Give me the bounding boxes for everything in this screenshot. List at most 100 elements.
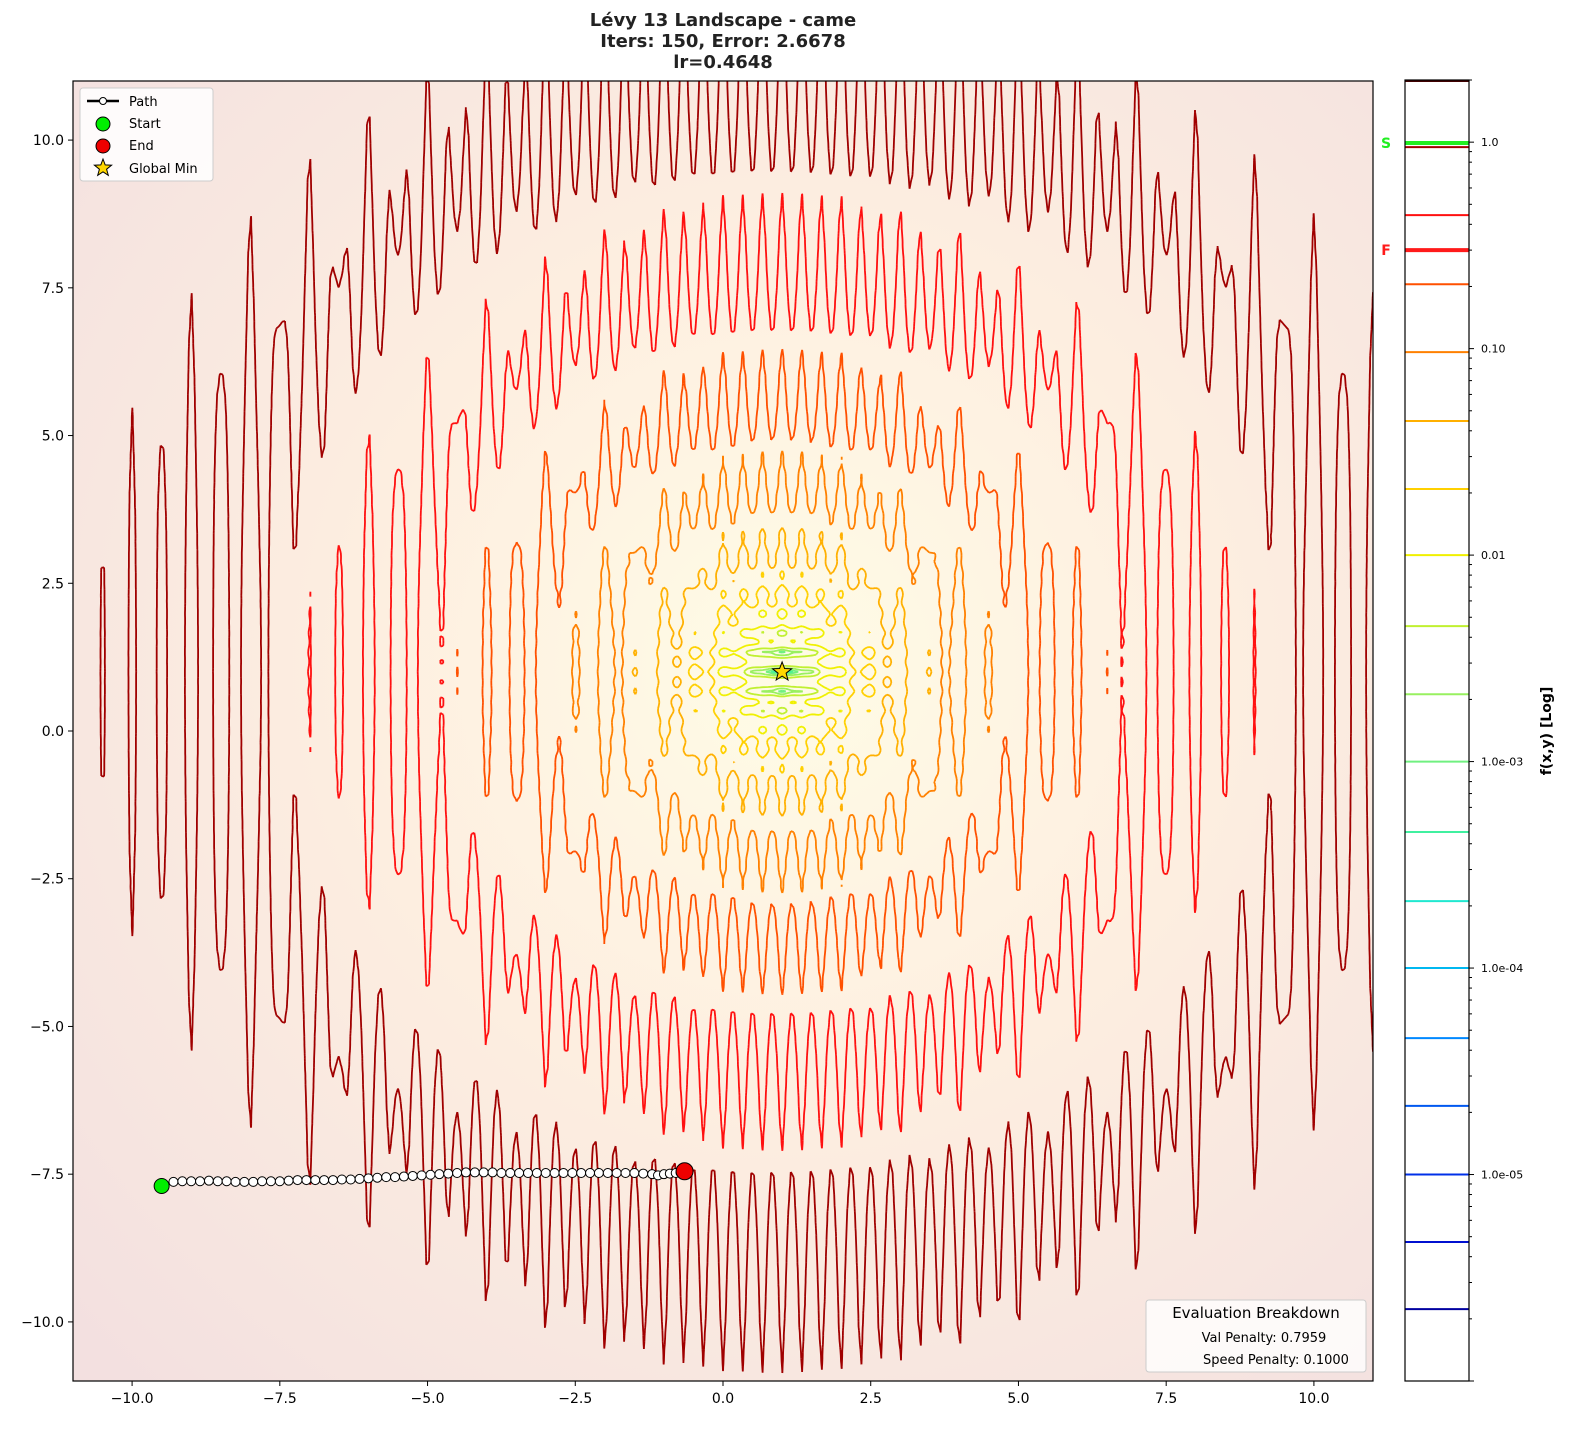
chart-title: Lévy 13 Landscape - came Iters: 150, Err…	[73, 10, 1373, 73]
path-point	[602, 1168, 613, 1178]
y-tick-label: −7.5	[30, 1167, 64, 1183]
axes: −10.0 −7.5 −5.0 −2.5 0.0 2.5 5.0 7.5 10.0 10.0 7.5…	[21, 133, 1329, 1407]
path-point	[487, 1167, 498, 1178]
path-point	[195, 1176, 206, 1187]
path-point	[576, 1168, 587, 1178]
contour-level-15	[455, 348, 1109, 995]
path-point	[203, 1175, 214, 1186]
legend-star-icon	[93, 157, 113, 177]
x-tick-label: −5.0	[411, 1391, 445, 1407]
path-point	[257, 1176, 268, 1187]
path-point	[505, 1168, 516, 1178]
colorbar-tick-label: 1.0e-04	[1481, 962, 1523, 975]
x-tick-label: 2.5	[860, 1391, 882, 1407]
path-point	[328, 1175, 338, 1186]
path-point	[638, 1168, 649, 1179]
colorbar-start-marker: S	[1381, 136, 1391, 152]
path-point	[274, 1176, 285, 1187]
contour-level-12	[687, 570, 877, 774]
path-point	[452, 1168, 463, 1178]
path-point	[319, 1175, 330, 1186]
path-point	[469, 1167, 480, 1178]
x-tick-label: 5.0	[1007, 1391, 1029, 1407]
path-point	[212, 1176, 223, 1187]
path-point	[460, 1167, 471, 1178]
path-point	[168, 1176, 179, 1187]
colorbar-tick-label: 0.01	[1481, 549, 1506, 562]
path-point	[434, 1169, 445, 1180]
path-point	[514, 1168, 525, 1178]
path-point	[354, 1173, 365, 1184]
y-tick-label: 2.5	[42, 576, 64, 592]
path-point	[478, 1167, 489, 1178]
path-point	[301, 1175, 312, 1186]
y-tick-label: 10.0	[33, 133, 64, 149]
path-point	[230, 1176, 241, 1187]
path-point	[496, 1168, 507, 1178]
legend-end-marker	[95, 138, 111, 154]
x-tick-label: −7.5	[263, 1391, 297, 1407]
y-tick-label: 7.5	[42, 281, 64, 297]
x-tick-label: 7.5	[1155, 1391, 1177, 1407]
path-point	[620, 1168, 631, 1178]
speed-penalty: Speed Penalty: 0.1000	[1203, 1353, 1349, 1368]
path-point	[407, 1170, 418, 1181]
path-point	[567, 1168, 578, 1178]
path-point	[540, 1168, 551, 1178]
evaluation-title: Evaluation Breakdown	[1172, 1304, 1340, 1322]
path-point	[416, 1170, 427, 1181]
x-tick-label: 0.0	[712, 1391, 734, 1407]
optimizer-path	[153, 660, 793, 1194]
path-point	[221, 1176, 232, 1187]
legend: Path Start End Global Min	[79, 87, 214, 182]
y-tick-label: 5.0	[42, 429, 64, 445]
colorbar-label: f(x,y) [Log]	[1539, 687, 1555, 776]
end-marker	[675, 1162, 694, 1181]
path-point	[398, 1171, 409, 1182]
colorbar-tick-label: 1.0e-05	[1481, 1169, 1523, 1182]
contour-level-17	[99, 81, 1373, 1374]
y-tick-label: −5.0	[30, 1019, 64, 1035]
path-point	[186, 1176, 197, 1187]
path-point	[523, 1168, 533, 1178]
path-point	[531, 1168, 542, 1178]
colorbar: 1.0 0.10 0.01 1.0e-03 1.0e-04 1.0e-05 S F f(x…	[1381, 79, 1555, 1382]
path-point	[239, 1176, 250, 1187]
path-point	[629, 1168, 640, 1178]
x-tick-label: 10.0	[1298, 1391, 1329, 1407]
path-point	[425, 1169, 436, 1180]
legend-path-label: Path	[129, 95, 158, 110]
y-tick-label: 0.0	[42, 724, 64, 740]
path-point	[265, 1176, 276, 1187]
contour-lines	[99, 81, 1373, 1374]
path-point	[443, 1168, 454, 1179]
path-point	[248, 1176, 259, 1187]
colorbar-final-marker: F	[1381, 243, 1391, 259]
path-point	[372, 1172, 383, 1183]
contour-level-13	[631, 527, 933, 817]
y-tick-label: −2.5	[30, 872, 64, 888]
path-point	[177, 1176, 188, 1187]
contour-level-10	[743, 629, 821, 715]
title-line-2: Iters: 150, Error: 2.6678	[600, 31, 846, 52]
x-tick-label: −10.0	[111, 1391, 154, 1407]
title-line-3: lr=0.4648	[673, 52, 773, 73]
path-point	[345, 1174, 356, 1185]
path-point	[558, 1168, 569, 1178]
legend-path-marker	[99, 97, 107, 105]
start-marker	[153, 1178, 170, 1194]
path-point	[381, 1172, 392, 1183]
legend-start-label: Start	[129, 117, 161, 132]
path-point	[310, 1175, 321, 1186]
path-point	[611, 1168, 622, 1178]
path-point	[283, 1175, 294, 1186]
colorbar-tick-label: 0.10	[1481, 343, 1506, 356]
legend-globalmin-label: Global Min	[129, 162, 198, 177]
path-point	[292, 1175, 303, 1186]
title-line-1: Lévy 13 Landscape - came	[589, 10, 857, 31]
contour-level-11	[717, 607, 848, 736]
path-point	[593, 1168, 604, 1178]
global-min-star-icon	[771, 660, 793, 682]
evaluation-breakdown-box: Evaluation Breakdown Val Penalty: 0.7959…	[1145, 1299, 1367, 1373]
